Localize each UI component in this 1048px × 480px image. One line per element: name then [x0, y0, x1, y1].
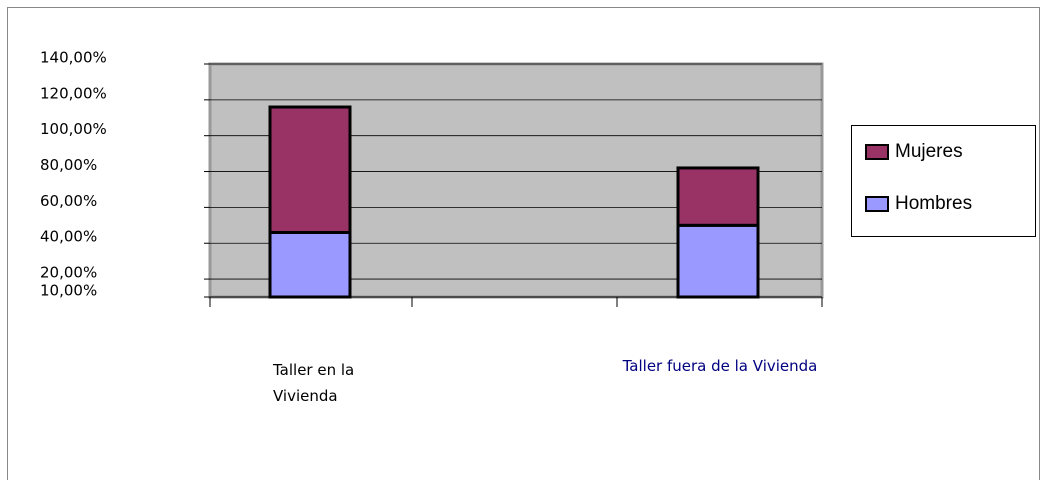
legend-swatch — [865, 196, 889, 212]
bar-segment — [268, 105, 352, 234]
x-tick-label: Taller fuera de la Vivienda — [622, 357, 818, 375]
y-tick-label: 60,00% — [40, 192, 97, 210]
y-tick-label: 20,00% — [40, 264, 97, 282]
bar-segment — [268, 230, 352, 299]
bar-segment — [676, 166, 760, 227]
y-tick-label: 10,00% — [40, 282, 97, 300]
bar-segment — [676, 223, 760, 299]
y-tick-label: 120,00% — [40, 84, 107, 102]
y-tick-label: 140,00% — [40, 49, 107, 67]
frame — [7, 7, 1040, 480]
x-tick-label: Taller en la Vivienda — [273, 361, 355, 405]
legend-label: Hombres — [895, 193, 972, 214]
y-tick-label: 100,00% — [40, 120, 107, 138]
legend-swatch — [865, 144, 889, 160]
y-tick-label: 80,00% — [40, 156, 97, 174]
legend-label: Mujeres — [895, 141, 963, 162]
y-tick-label: 40,00% — [40, 228, 97, 246]
